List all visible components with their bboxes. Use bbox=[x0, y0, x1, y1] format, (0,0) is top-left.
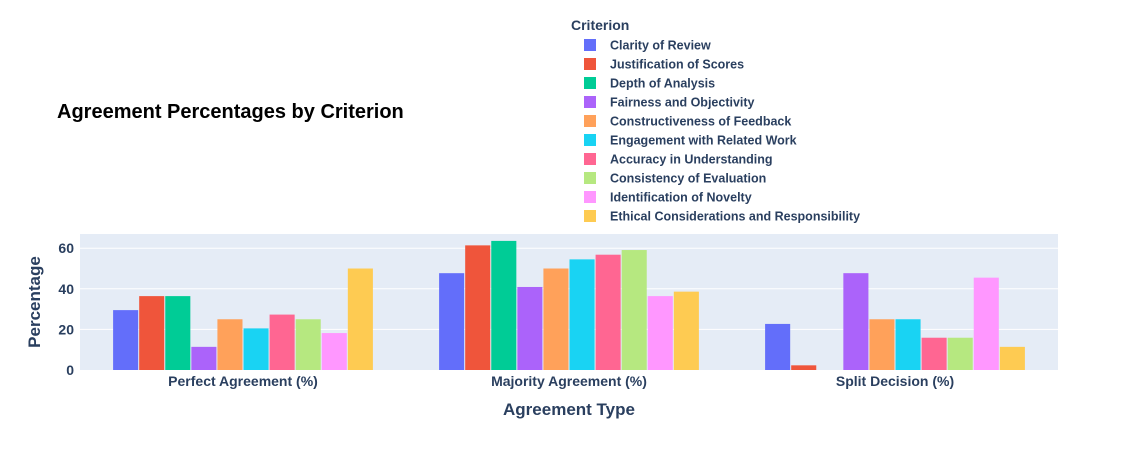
bar bbox=[321, 333, 347, 370]
chart-title: Agreement Percentages by Criterion bbox=[57, 101, 404, 123]
bar bbox=[217, 319, 243, 370]
bar bbox=[139, 296, 165, 370]
bar bbox=[113, 310, 139, 370]
bar bbox=[973, 277, 999, 370]
bar bbox=[999, 346, 1025, 370]
x-tick-label: Majority Agreement (%) bbox=[491, 373, 647, 389]
legend-swatch bbox=[584, 134, 596, 146]
legend-swatch bbox=[584, 153, 596, 165]
bar bbox=[243, 328, 269, 370]
legend-label: Depth of Analysis bbox=[610, 77, 715, 91]
legend-swatch bbox=[584, 58, 596, 70]
bar bbox=[647, 296, 673, 370]
y-tick-label: 40 bbox=[58, 281, 74, 297]
legend-swatch bbox=[584, 210, 596, 222]
legend-label: Fairness and Objectivity bbox=[610, 96, 755, 110]
bar bbox=[191, 346, 217, 370]
bar bbox=[947, 337, 973, 370]
legend-swatch bbox=[584, 77, 596, 89]
bar bbox=[673, 291, 699, 370]
legend: Clarity of Review Justification of Scores… bbox=[584, 39, 860, 224]
bar bbox=[269, 314, 295, 370]
bar bbox=[165, 296, 191, 370]
bar bbox=[895, 319, 921, 370]
y-tick-label: 60 bbox=[58, 240, 74, 256]
bars bbox=[113, 240, 1025, 370]
legend-label: Accuracy in Understanding bbox=[610, 153, 773, 167]
y-tick-label: 20 bbox=[58, 321, 74, 337]
bar bbox=[569, 259, 595, 370]
gridlines bbox=[80, 247, 1058, 330]
bar bbox=[517, 286, 543, 370]
bar bbox=[439, 273, 465, 370]
bar bbox=[921, 337, 947, 370]
legend-label: Ethical Considerations and Responsibilit… bbox=[610, 210, 860, 224]
legend-label: Justification of Scores bbox=[610, 58, 744, 72]
legend-swatch bbox=[584, 172, 596, 184]
x-axis-title: Agreement Type bbox=[503, 400, 635, 419]
bar bbox=[765, 323, 791, 370]
bar bbox=[621, 250, 647, 370]
bar bbox=[347, 268, 373, 370]
x-tick-label: Perfect Agreement (%) bbox=[168, 373, 318, 389]
x-tick-labels: Perfect Agreement (%) Majority Agreement … bbox=[168, 373, 954, 389]
legend-label: Identification of Novelty bbox=[610, 191, 752, 205]
bar bbox=[543, 268, 569, 370]
bar bbox=[843, 273, 869, 370]
legend-swatch bbox=[584, 96, 596, 108]
legend-label: Consistency of Evaluation bbox=[610, 172, 766, 186]
legend-label: Clarity of Review bbox=[610, 39, 711, 53]
bar bbox=[869, 319, 895, 370]
bar bbox=[595, 254, 621, 370]
legend-swatch bbox=[584, 191, 596, 203]
legend-title: Criterion bbox=[571, 17, 629, 33]
plot-background bbox=[80, 234, 1058, 370]
bar bbox=[295, 319, 321, 370]
bar bbox=[465, 245, 491, 370]
bar bbox=[791, 365, 817, 370]
legend-swatch bbox=[584, 39, 596, 51]
x-tick-label: Split Decision (%) bbox=[836, 373, 954, 389]
bar bbox=[491, 240, 517, 370]
y-axis-title: Percentage bbox=[25, 256, 44, 348]
legend-label: Constructiveness of Feedback bbox=[610, 115, 791, 129]
legend-label: Engagement with Related Work bbox=[610, 134, 797, 148]
legend-swatch bbox=[584, 115, 596, 127]
y-tick-labels: 0 20 40 60 bbox=[58, 240, 74, 378]
y-tick-label: 0 bbox=[66, 362, 74, 378]
